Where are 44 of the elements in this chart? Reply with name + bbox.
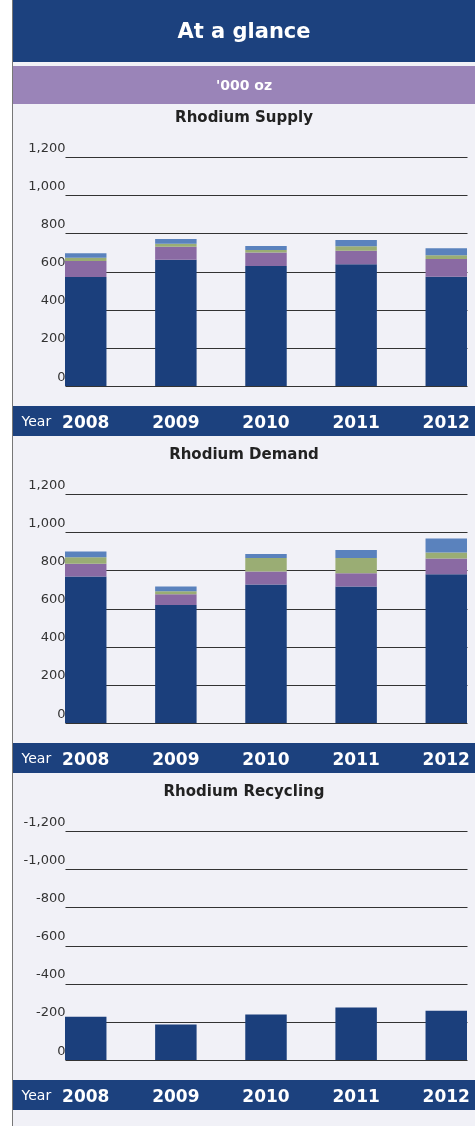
x-tick-label: 2008 [62, 748, 110, 769]
y-tick-label: 200 [40, 330, 66, 346]
x-tick-label: 2010 [242, 1085, 290, 1106]
x-tick-label: 2009 [152, 1085, 200, 1106]
x-tick-label: 2012 [422, 1085, 470, 1106]
x-tick-label: 2008 [62, 411, 110, 432]
y-tick-label: 400 [40, 629, 66, 645]
x-tick-label: 2011 [332, 748, 380, 769]
y-tick-label: 0 [57, 705, 66, 721]
y-tick-label: 600 [40, 591, 66, 606]
y-tick-label: -600 [35, 928, 66, 943]
y-tick-label: 1,200 [28, 476, 66, 492]
x-tick-label: 2010 [242, 411, 290, 432]
y-tick-label: 1,000 [28, 177, 66, 193]
x-tick-label: 2009 [152, 411, 200, 432]
y-tick-label: 800 [40, 215, 66, 231]
x-tick-label: 2010 [242, 748, 290, 769]
x-tick-label: 2012 [422, 411, 470, 432]
y-tick-label: 200 [40, 667, 66, 683]
x-tick-label: 2011 [332, 411, 380, 432]
x-tick-label: 2012 [422, 748, 470, 769]
chart-title: Rhodium Supply [175, 108, 314, 126]
x-axis-title: Year [20, 1086, 52, 1103]
y-tick-label: 0 [57, 368, 66, 384]
x-axis-title: Year [20, 749, 52, 766]
y-tick-label: -200 [35, 1004, 66, 1020]
x-tick-label: 2008 [62, 1085, 110, 1106]
x-tick-label: 2009 [152, 748, 200, 769]
y-tick-label: 1,200 [28, 139, 66, 155]
chart-title: Rhodium Recycling [163, 782, 325, 800]
y-tick-label: 600 [40, 254, 66, 269]
text: At a glance [13, 0, 475, 62]
x-tick-label: 2011 [332, 1085, 380, 1106]
y-tick-label: -1,000 [23, 851, 66, 867]
chart-title: Rhodium Demand [169, 445, 319, 463]
text: '000 oz [13, 66, 475, 104]
y-tick-label: -800 [35, 889, 66, 905]
y-tick-label: 0 [57, 1042, 66, 1058]
y-tick-label: -1,200 [23, 813, 66, 829]
y-tick-label: 800 [40, 552, 66, 568]
y-tick-label: -400 [35, 966, 66, 982]
y-tick-label: 1,000 [28, 514, 66, 530]
x-axis-title: Year [20, 412, 52, 429]
y-tick-label: 400 [40, 292, 66, 308]
